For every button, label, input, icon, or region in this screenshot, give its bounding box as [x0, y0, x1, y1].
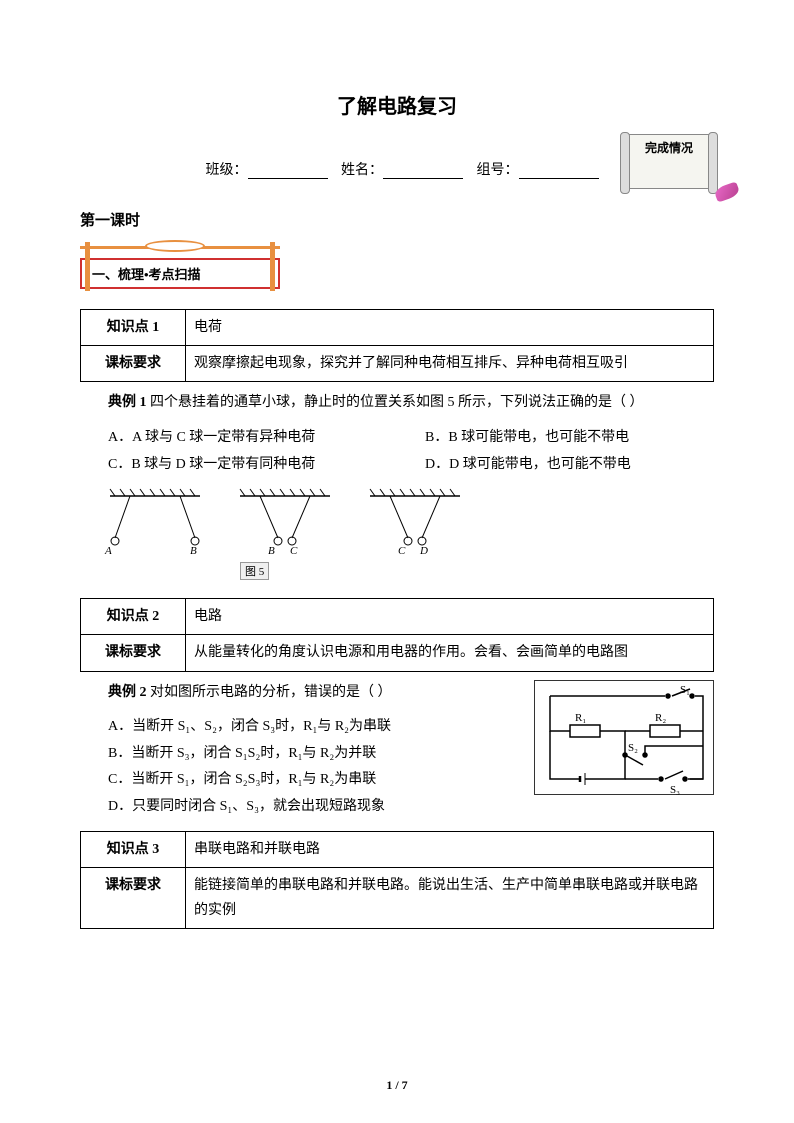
example-2-body: 对如图所示电路的分析，错误的是（ ） [147, 685, 392, 700]
name-label: 姓名： [341, 163, 383, 178]
kp1-content: 电荷 [186, 310, 714, 346]
svg-text:S₁: S₁ [680, 684, 690, 696]
svg-text:C: C [290, 545, 298, 556]
student-info-line: 班级： 姓名： 组号： 完成情况 [80, 159, 714, 179]
kp2-req-content: 从能量转化的角度认识电源和用电器的作用。会看、会画简单的电路图 [186, 635, 714, 671]
banner-text: 一、梳理•考点扫描 [80, 258, 280, 289]
example-1-text: 典例 1 四个悬挂着的通草小球，静止时的位置关系如图 5 所示，下列说法正确的是… [80, 390, 714, 417]
status-box: 完成情况 [624, 134, 724, 204]
kp1-head: 知识点 1 [81, 310, 186, 346]
svg-text:R₂: R₂ [655, 712, 666, 724]
class-label: 班级： [206, 163, 248, 178]
kp3-req-content: 能链接简单的串联电路和并联电路。能说出生活、生产中简单串联电路或并联电路的实例 [186, 867, 714, 928]
group-blank[interactable] [519, 163, 599, 179]
svg-text:C: C [398, 545, 406, 556]
svg-text:D: D [419, 545, 428, 556]
lesson-label: 第一课时 [80, 209, 714, 230]
ex2-option-d: D．只要同时闭合 S₁、S₃，就会出现短路现象 [80, 794, 524, 821]
page-number: 1 / 7 [0, 1078, 794, 1093]
ex1-option-c: C．B 球与 D 球一定带有同种电荷 [80, 452, 397, 479]
pendulum-bc-icon: B C [230, 486, 340, 556]
pendulum-figure: A B B C C D [100, 486, 714, 556]
page-sep: / [392, 1078, 401, 1092]
kp3-req-head: 课标要求 [81, 867, 186, 928]
ex2-option-a: A．当断开 S₁、S₂，闭合 S₃时，R₁与 R₂为串联 [80, 714, 524, 741]
pendulum-cd-icon: C D [360, 486, 470, 556]
example-2-options: A．当断开 S₁、S₂，闭合 S₃时，R₁与 R₂为串联 B．当断开 S₃，闭合… [80, 714, 524, 820]
kp3-content: 串联电路和并联电路 [186, 831, 714, 867]
circuit-diagram: S₁ R₁ R₂ S₂ [534, 680, 714, 795]
kp1-req-head: 课标要求 [81, 346, 186, 382]
page-title: 了解电路复习 [80, 90, 714, 119]
svg-text:B: B [268, 545, 275, 556]
ex1-option-a: A．A 球与 C 球一定带有异种电荷 [80, 425, 397, 452]
svg-text:S₃: S₃ [670, 784, 680, 796]
knowledge-point-3-table: 知识点 3 串联电路和并联电路 课标要求 能链接简单的串联电路和并联电路。能说出… [80, 831, 714, 930]
svg-text:S₂: S₂ [628, 742, 638, 754]
example-1-body: 四个悬挂着的通草小球，静止时的位置关系如图 5 所示，下列说法正确的是（ ） [147, 395, 644, 410]
scroll-icon: 完成情况 [624, 134, 714, 189]
svg-text:R₁: R₁ [575, 712, 586, 724]
kp2-req-head: 课标要求 [81, 635, 186, 671]
kp1-req-content: 观察摩擦起电现象，探究并了解同种电荷相互排斥、异种电荷相互吸引 [186, 346, 714, 382]
pendulum-ab-icon: A B [100, 486, 210, 556]
example-1-options: A．A 球与 C 球一定带有异种电荷 B．B 球可能带电，也可能不带电 C．B … [80, 425, 714, 478]
ex2-option-c: C．当断开 S₁，闭合 S₂S₃时，R₁与 R₂为串联 [80, 767, 524, 794]
svg-text:B: B [190, 545, 197, 556]
kaodian-banner: 一、梳理•考点扫描 [80, 240, 280, 289]
status-label: 完成情况 [645, 141, 693, 155]
kp3-head: 知识点 3 [81, 831, 186, 867]
example-2-wrap: 典例 2 对如图所示电路的分析，错误的是（ ） A．当断开 S₁、S₂，闭合 S… [80, 680, 714, 821]
class-blank[interactable] [248, 163, 328, 179]
figure-5-label: 图 5 [240, 562, 269, 580]
kp2-head: 知识点 2 [81, 599, 186, 635]
example-1-tag: 典例 1 [108, 395, 147, 410]
ex1-option-b: B．B 球可能带电，也可能不带电 [397, 425, 714, 452]
kp2-content: 电路 [186, 599, 714, 635]
name-blank[interactable] [383, 163, 463, 179]
knowledge-point-2-table: 知识点 2 电路 课标要求 从能量转化的角度认识电源和用电器的作用。会看、会画简… [80, 598, 714, 671]
svg-text:A: A [104, 545, 112, 556]
example-2-tag: 典例 2 [108, 685, 147, 700]
group-label: 组号： [477, 163, 519, 178]
ex2-option-b: B．当断开 S₃，闭合 S₁S₂时，R₁与 R₂为并联 [80, 741, 524, 768]
page-total: 7 [402, 1078, 408, 1092]
example-2-text: 典例 2 对如图所示电路的分析，错误的是（ ） [80, 680, 524, 707]
knowledge-point-1-table: 知识点 1 电荷 课标要求 观察摩擦起电现象，探究并了解同种电荷相互排斥、异种电… [80, 309, 714, 382]
ex1-option-d: D．D 球可能带电，也可能不带电 [397, 452, 714, 479]
